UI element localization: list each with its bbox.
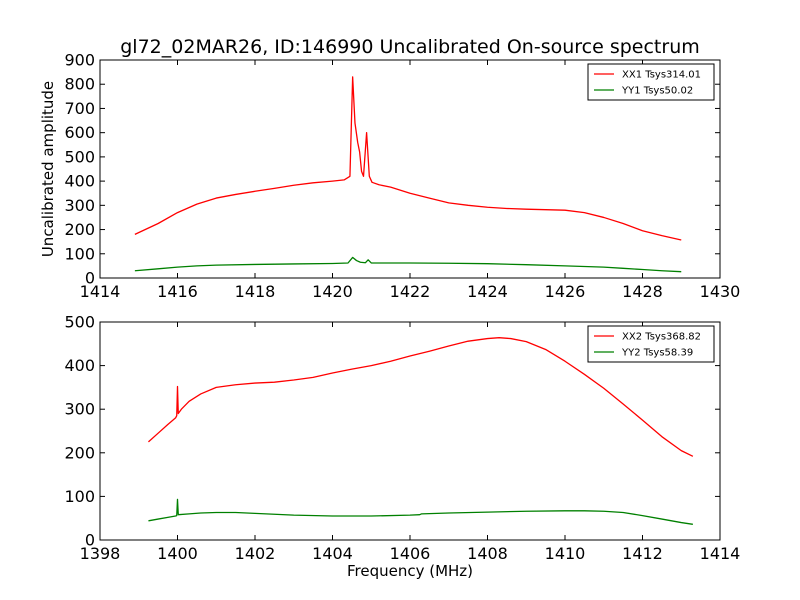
bottom-xlabel: Frequency (MHz): [347, 562, 473, 580]
bottom-xtick-label: 1398: [80, 544, 121, 563]
top-legend-label-2: YY1 Tsys50.02: [621, 86, 693, 97]
top-xtick-label: 1420: [312, 282, 353, 301]
bottom-ytick-label: 300: [64, 400, 95, 419]
bottom-legend-label-1: XX2 Tsys368.82: [622, 332, 701, 343]
bottom-ytick-label: 0: [85, 531, 95, 550]
top-ytick-label: 300: [64, 196, 95, 215]
bottom-xtick-label: 1404: [312, 544, 353, 563]
top-legend-label-1: XX1 Tsys314.01: [622, 70, 701, 81]
top-ytick-label: 600: [64, 123, 95, 142]
top-ytick-label: 0: [85, 269, 95, 288]
top-xtick-label: 1414: [80, 282, 121, 301]
top-xtick-label: 1426: [545, 282, 586, 301]
top-xtick-label: 1430: [700, 282, 741, 301]
top-ytick-label: 400: [64, 172, 95, 191]
bottom-series-line-1: [148, 337, 694, 457]
chart-title: gl72_02MAR26, ID:146990 Uncalibrated On-…: [120, 36, 700, 58]
top-legend-box: [587, 63, 715, 101]
top-ytick-label: 100: [64, 244, 95, 263]
top-series-line-1: [134, 76, 682, 241]
top-xtick-label: 1424: [467, 282, 508, 301]
bottom-legend-label-2: YY2 Tsys58.39: [621, 348, 693, 359]
bottom-ytick-label: 200: [64, 443, 95, 462]
bottom-ytick-label: 400: [64, 356, 95, 375]
top-xtick-label: 1422: [390, 282, 431, 301]
bottom-ytick-label: 500: [64, 313, 95, 332]
top-series-line-2: [134, 256, 682, 273]
bottom-series-line-2: [148, 498, 693, 525]
bottom-xtick-label: 1412: [622, 544, 663, 563]
bottom-xtick-label: 1408: [467, 544, 508, 563]
top-xtick-label: 1418: [235, 282, 276, 301]
top-ytick-label: 500: [64, 147, 95, 166]
bottom-xtick-label: 1406: [390, 544, 431, 563]
top-ylabel: Uncalibrated amplitude: [39, 81, 57, 257]
bottom-xtick-label: 1402: [235, 544, 276, 563]
top-panel: Uncalibrated amplitude 1414 1416 1418 1420 1…: [39, 51, 740, 302]
top-ytick-label: 900: [64, 51, 95, 70]
bottom-legend-box: [587, 325, 715, 363]
bottom-xtick-label: 1400: [157, 544, 198, 563]
top-xtick-label: 1416: [157, 282, 198, 301]
bottom-ytick-label: 100: [64, 487, 95, 506]
top-ytick-label: 800: [64, 75, 95, 94]
bottom-xtick-label: 1414: [700, 544, 741, 563]
bottom-xtick-label: 1410: [545, 544, 586, 563]
top-xtick-label: 1428: [622, 282, 663, 301]
top-ytick-label: 700: [64, 99, 95, 118]
top-ytick-label: 200: [64, 220, 95, 239]
bottom-panel: Frequency (MHz) 1398 1400 1402 1404 1406 1408…: [64, 313, 740, 581]
